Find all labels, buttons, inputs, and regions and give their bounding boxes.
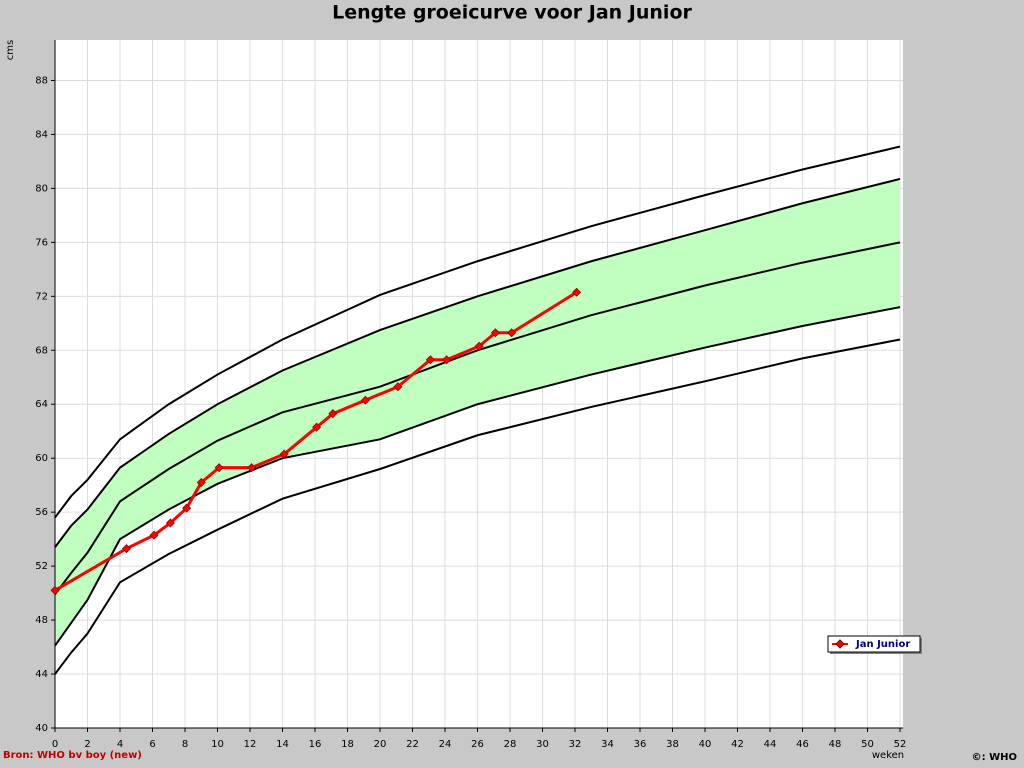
x-tick-label: 26 bbox=[471, 739, 484, 750]
data-point bbox=[393, 382, 403, 392]
data-point bbox=[122, 544, 131, 554]
y-tick-label: 52 bbox=[35, 561, 48, 572]
data-point bbox=[360, 395, 370, 405]
y-tick-label: 48 bbox=[35, 615, 48, 626]
x-tick-label: 34 bbox=[601, 739, 614, 750]
data-point bbox=[425, 355, 435, 365]
x-tick-label: 12 bbox=[244, 739, 257, 750]
reference-curve bbox=[54, 338, 901, 675]
y-tick-label: 72 bbox=[35, 291, 48, 302]
y-tick-label: 44 bbox=[35, 669, 48, 680]
data-point bbox=[247, 463, 257, 473]
x-tick-label: 14 bbox=[276, 739, 289, 750]
data-point bbox=[50, 585, 60, 595]
data-point bbox=[312, 422, 322, 432]
x-tick-label: 22 bbox=[406, 739, 419, 750]
source-note: Bron: WHO bv boy (new) bbox=[3, 750, 142, 761]
x-tick-label: 30 bbox=[536, 739, 549, 750]
data-point bbox=[442, 355, 452, 365]
band bbox=[55, 178, 900, 646]
x-tick-label: 0 bbox=[52, 739, 58, 750]
x-tick-label: 16 bbox=[309, 739, 322, 750]
data-point bbox=[279, 449, 289, 459]
reference-curve bbox=[54, 306, 901, 647]
y-tick-label: 64 bbox=[35, 399, 48, 410]
data-point bbox=[474, 341, 484, 351]
x-tick-label: 40 bbox=[699, 739, 712, 750]
y-tick-label: 76 bbox=[35, 237, 48, 248]
x-tick-label: 44 bbox=[764, 739, 777, 750]
x-tick-label: 6 bbox=[149, 739, 155, 750]
y-axis-label: cms bbox=[5, 40, 16, 60]
data-point bbox=[149, 530, 159, 540]
data-point bbox=[572, 287, 582, 297]
chart-title: Lengte groeicurve voor Jan Junior bbox=[332, 2, 692, 24]
x-tick-label: 32 bbox=[569, 739, 582, 750]
y-tick-label: 56 bbox=[35, 507, 48, 518]
reference-curve bbox=[54, 241, 901, 596]
data-point bbox=[196, 477, 206, 487]
x-tick-label: 50 bbox=[861, 739, 874, 750]
data-point bbox=[165, 518, 175, 528]
y-tick-label: 68 bbox=[35, 345, 48, 356]
y-tick-label: 84 bbox=[35, 129, 48, 140]
data-point bbox=[328, 409, 338, 419]
y-tick-label: 80 bbox=[35, 183, 48, 194]
legend-label: Jan Junior bbox=[855, 639, 910, 650]
x-tick-label: 10 bbox=[211, 739, 224, 750]
y-tick-label: 88 bbox=[35, 75, 48, 86]
legend-swatch bbox=[835, 639, 845, 649]
x-tick-label: 2 bbox=[84, 739, 90, 750]
x-tick-label: 52 bbox=[894, 739, 907, 750]
data-point bbox=[182, 503, 192, 513]
x-tick-label: 4 bbox=[117, 739, 123, 750]
x-tick-label: 28 bbox=[504, 739, 517, 750]
data-point bbox=[490, 328, 500, 338]
data-point bbox=[214, 463, 224, 473]
reference-curve bbox=[54, 145, 901, 519]
data-point bbox=[507, 328, 517, 338]
x-tick-label: 36 bbox=[634, 739, 647, 750]
reference-curve bbox=[54, 177, 901, 548]
y-tick-label: 60 bbox=[35, 453, 48, 464]
x-tick-label: 38 bbox=[666, 739, 679, 750]
x-tick-label: 24 bbox=[439, 739, 452, 750]
x-tick-label: 20 bbox=[374, 739, 387, 750]
x-tick-label: 46 bbox=[796, 739, 809, 750]
x-tick-label: 18 bbox=[341, 739, 354, 750]
x-tick-label: 42 bbox=[731, 739, 744, 750]
x-tick-label: 48 bbox=[829, 739, 842, 750]
legend-box bbox=[827, 635, 921, 653]
x-tick-label: 8 bbox=[182, 739, 188, 750]
y-tick-label: 40 bbox=[35, 723, 48, 734]
copyright: ©: WHO bbox=[972, 752, 1017, 763]
x-axis-label: weken bbox=[872, 750, 904, 761]
